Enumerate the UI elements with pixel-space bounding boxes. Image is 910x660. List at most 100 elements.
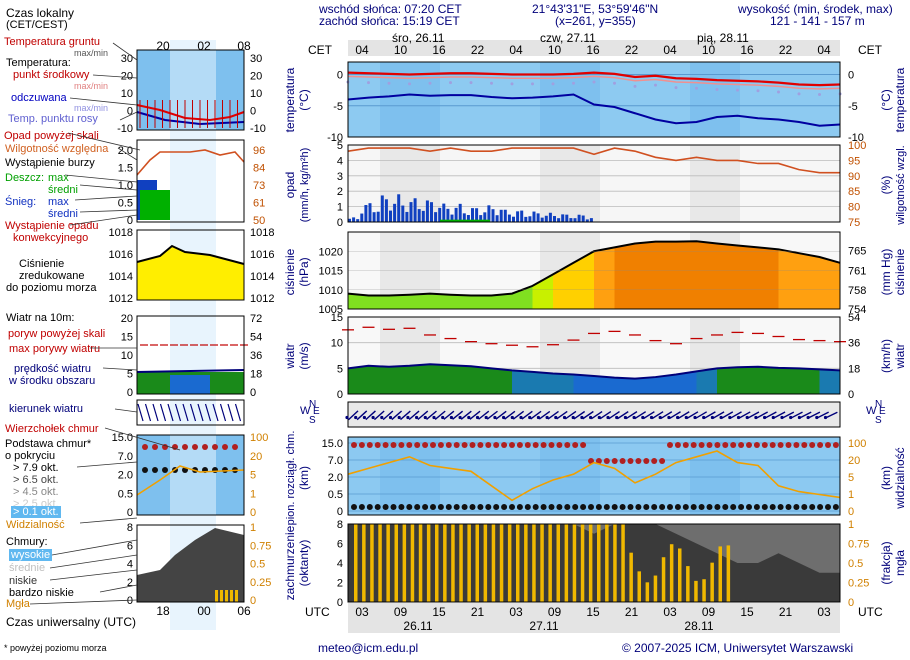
legend-precip-occ: Wystąpienie opadu: [5, 220, 99, 232]
legend-top-dot: [152, 444, 158, 450]
cov-bar: [524, 524, 528, 602]
legend-temp-frame: [136, 49, 245, 131]
legend-cb-tick-4: 0: [127, 507, 133, 519]
legend-connector-18: [49, 554, 138, 569]
legend-storm: Wystąpienie burzy: [5, 157, 95, 169]
legend-very-low: bardzo niskie: [9, 587, 74, 599]
press-fill: [491, 293, 512, 309]
wind-speed-line: [347, 363, 841, 380]
wind-dir-head: [571, 415, 575, 420]
wind-fill: [491, 368, 512, 394]
wind-dir-head: [554, 415, 558, 420]
cov-bar: [499, 524, 504, 602]
cov-bar: [686, 566, 690, 602]
precip-label-left2: (mm/h, kg/m²h): [299, 148, 311, 223]
wind-fill: [655, 374, 676, 394]
cet-hour-4: 04: [509, 43, 523, 57]
cloud-base-dot: [690, 504, 697, 510]
cov-bar: [678, 548, 682, 602]
precip-bar: [372, 212, 376, 222]
temp-label-right2: temperatura: [893, 67, 907, 132]
precip-bar: [499, 209, 503, 222]
utc-hour-3: 21: [471, 605, 485, 619]
wind-fill: [819, 369, 840, 394]
press-fill: [594, 247, 615, 309]
wind-dir-head: [745, 415, 749, 420]
wind-dir-arrow: [755, 411, 769, 419]
temp-feels-dot: [654, 83, 657, 87]
wind-dir-arrow: [712, 411, 725, 419]
precip-bar: [425, 200, 429, 222]
precip-tick-left-2: 3: [337, 171, 343, 183]
legend-top-hour-1: 02: [197, 39, 211, 53]
cloud-top-dot: [817, 442, 824, 448]
precip-bar: [495, 215, 499, 222]
cloud-stripe-2: [600, 437, 690, 515]
precip-bar: [528, 216, 532, 222]
legend-pressure2: zredukowane: [19, 270, 85, 282]
temp-feels-dot: [449, 81, 452, 85]
precip-stripe-1: [440, 145, 540, 222]
temp-stripe-1: [440, 62, 540, 137]
legend-wind-tick-l-0: 20: [121, 313, 133, 325]
legend-wind-tick-l-1: 15: [121, 332, 133, 344]
wind-dir-head: [589, 415, 593, 420]
legend-connector-0: [112, 42, 138, 61]
precip-bar: [380, 195, 384, 222]
legend-cb-tick-3: 0.5: [118, 488, 133, 500]
precip-bar: [442, 203, 446, 222]
temp-feels-dot: [674, 86, 678, 90]
cloud-stripe-0: [348, 437, 380, 515]
legend-cov-tick-l-2: 4: [127, 559, 133, 571]
legend-dir-arrow: [167, 403, 174, 422]
wind-dir-arrow: [426, 410, 437, 420]
wind-dir-head: [536, 415, 541, 420]
footer-email[interactable]: meteo@icm.edu.pl: [318, 641, 419, 655]
temp-feels-dot: [715, 88, 719, 91]
legend-connector-12: [102, 367, 138, 371]
legend-utc-time: Czas uniwersalny (UTC): [6, 615, 137, 629]
cloud-frame: [347, 436, 841, 516]
day-label-1: czw, 27.11: [540, 31, 596, 45]
legend-wind-dir: kierunek wiatru: [9, 403, 83, 415]
wind-label-right1: (km/h): [879, 339, 893, 373]
legend-cb-tick-2: 2.0: [118, 470, 133, 482]
wind-stripe-0: [348, 317, 380, 394]
press-fill: [450, 294, 471, 309]
cloud-base-dot: [422, 504, 429, 510]
wind-dir-arrow: [608, 410, 620, 420]
legend-vis-tick-1: 20: [250, 451, 262, 463]
legend-okt65: > 6.5 okt.: [13, 474, 59, 486]
precip-bar: [577, 214, 581, 222]
wind-stripe-1: [440, 317, 540, 394]
wind-fill: [594, 376, 615, 394]
wind-dir-head: [710, 415, 715, 420]
legend-cov-bar: [220, 590, 223, 602]
legend-fog: Mgła: [6, 598, 30, 610]
cov-bar: [588, 524, 593, 602]
precip-bar: [376, 211, 380, 222]
cet-hour-12: 04: [817, 43, 831, 57]
cov-bar: [443, 524, 447, 602]
legend-rain: Deszcz:: [5, 172, 45, 184]
rain-bar: [440, 219, 490, 222]
cov-bar: [507, 524, 512, 602]
legend-gust-above: poryw powyżej skali: [8, 328, 106, 340]
legend-cov-tick-r-0: 1: [250, 522, 256, 534]
precip-stripe-2: [600, 145, 690, 222]
precip-tick-left-0: 5: [337, 140, 343, 152]
wind-dir-arrow: [599, 410, 612, 420]
wind-dir-head: [510, 415, 514, 420]
legend-temp-tick-r-2: 10: [250, 88, 262, 100]
legend-dir-arrow: [159, 403, 167, 422]
press-tick-right-2: 758: [848, 285, 866, 297]
wind-dir-head: [545, 415, 549, 420]
temp-feels-dot: [387, 81, 391, 85]
legend-wind-tick-l-4: 0: [127, 387, 133, 399]
press-tick-right-3: 754: [848, 304, 866, 316]
wind-dir-head: [606, 415, 610, 420]
legend-connector-20: [99, 584, 138, 593]
legend-connector-5: [117, 147, 138, 161]
wind-dir-head: [354, 415, 358, 420]
